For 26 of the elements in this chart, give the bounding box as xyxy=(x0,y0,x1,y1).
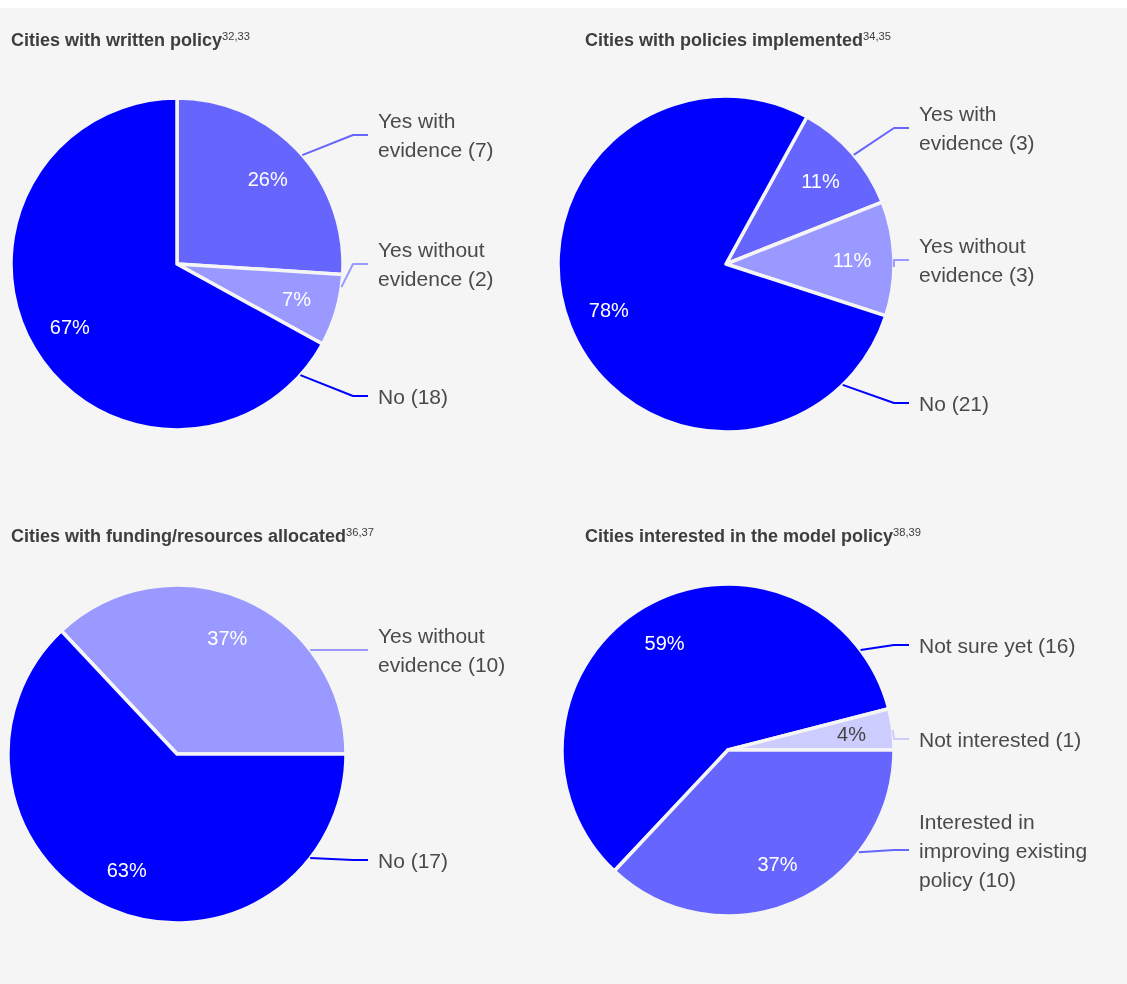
data-label: 37% xyxy=(207,626,248,649)
slice-label: No (18) xyxy=(378,384,449,408)
slice-label: No (21) xyxy=(919,391,990,415)
slice-label: Yes with evidence (7) xyxy=(378,109,494,161)
slice-label: Not sure yet (16) xyxy=(919,633,1076,657)
data-label: 26% xyxy=(247,167,288,190)
data-label: 11% xyxy=(801,169,840,192)
chart-title: Cities with policies implemented$^{34,35}$ xyxy=(585,30,891,50)
data-label: 59% xyxy=(644,631,685,654)
slice-label: Yes without evidence (10) xyxy=(378,624,506,676)
chart-title: Cities with funding/resources allocated$^{36,37}$ xyxy=(11,526,374,546)
data-label: 7% xyxy=(282,287,312,310)
data-label: 11% xyxy=(832,249,872,272)
chart-title: Cities with written policy$^{32,33}$ xyxy=(11,30,250,50)
slice-label: No (17) xyxy=(378,848,449,872)
data-label: 4% xyxy=(837,723,867,746)
data-label: 37% xyxy=(757,853,798,876)
data-label: 67% xyxy=(49,316,91,339)
data-label: 63% xyxy=(106,859,147,882)
slice-label: Yes without evidence (2) xyxy=(378,238,494,290)
slice-label: Yes without evidence (3) xyxy=(919,234,1035,286)
chart-title: Cities interested in the model policy$^{38,39}$ xyxy=(585,526,921,546)
slice-label: Yes with evidence (3) xyxy=(919,102,1035,154)
slice-label: Not interested (1) xyxy=(919,727,1082,751)
data-label: 78% xyxy=(588,299,630,322)
slice-label: Interested in improving existing policy (10) xyxy=(919,809,1088,891)
